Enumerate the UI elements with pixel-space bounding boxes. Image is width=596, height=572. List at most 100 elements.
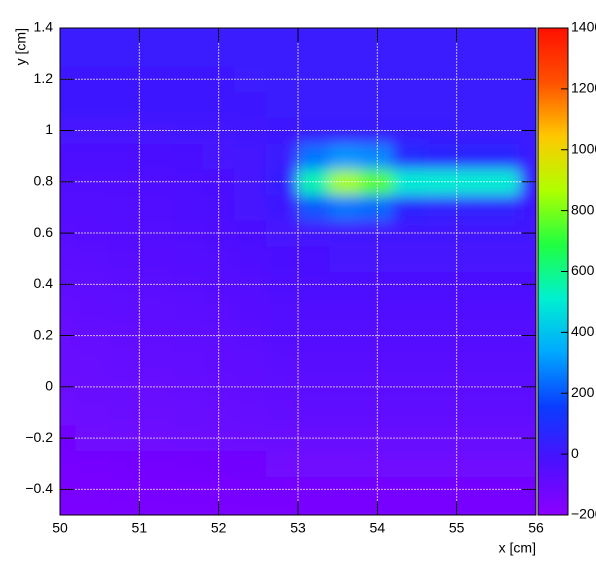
y-tick-label: 0.6: [34, 224, 54, 240]
heat-cell: [329, 399, 362, 426]
heat-cell: [392, 399, 426, 426]
heat-cell: [170, 91, 204, 119]
heat-cell: [456, 245, 489, 272]
heat-cell: [519, 347, 536, 375]
heat-cell: [487, 296, 521, 324]
heat-cell: [487, 91, 521, 119]
heat-cell: [60, 40, 77, 67]
heat-cell: [297, 91, 331, 119]
heat-cell: [265, 40, 299, 67]
heat-cell: [424, 40, 458, 67]
heat-cell: [170, 40, 204, 67]
heat-cell: [75, 28, 109, 42]
heat-cell: [487, 142, 521, 170]
heat-cell: [329, 450, 362, 478]
heat-cell: [265, 245, 299, 272]
heat-cell: [234, 347, 267, 375]
heat-cell: [60, 501, 77, 515]
y-tick-label: −0.4: [25, 480, 53, 496]
heat-cell: [265, 142, 299, 170]
heat-cell: [138, 142, 172, 170]
y-tick-label: 1.4: [34, 19, 54, 35]
heat-cell: [360, 194, 394, 221]
heat-cell: [138, 399, 172, 426]
heat-cell: [107, 347, 140, 375]
z-tick-label: 800: [571, 201, 595, 217]
heat-cell: [60, 91, 77, 119]
y-tick-label: 1.2: [34, 70, 54, 86]
heat-cell: [107, 194, 140, 221]
x-tick-label: 55: [449, 520, 465, 536]
heat-cell: [456, 399, 489, 426]
heat-cell: [60, 347, 77, 375]
heat-cell: [329, 194, 362, 221]
heat-cell: [265, 501, 299, 515]
heat-cell: [170, 399, 204, 426]
y-tick-label: 0.2: [34, 326, 54, 342]
heat-cell: [170, 194, 204, 221]
heat-cell: [392, 501, 426, 515]
heat-cell: [297, 142, 331, 170]
heat-cell: [424, 245, 458, 272]
heat-cell: [519, 399, 536, 426]
heat-cell: [202, 245, 236, 272]
heat-cell: [234, 501, 267, 515]
x-axis-title: x [cm]: [499, 540, 536, 556]
heat-cell: [424, 142, 458, 170]
heat-cell: [75, 142, 109, 170]
heat-cell: [234, 91, 267, 119]
heat-cell: [75, 40, 109, 67]
heat-cell: [75, 91, 109, 119]
x-tick-label: 51: [132, 520, 148, 536]
heat-cell: [456, 347, 489, 375]
heat-cell: [329, 91, 362, 119]
heat-cell: [265, 450, 299, 478]
heat-cell: [329, 501, 362, 515]
heat-cell: [487, 450, 521, 478]
heat-cell: [202, 194, 236, 221]
heat-cell: [456, 194, 489, 221]
heat-cell: [297, 28, 331, 42]
heat-cell: [329, 347, 362, 375]
heat-cell: [329, 245, 362, 272]
heat-cell: [138, 40, 172, 67]
heat-cell: [170, 296, 204, 324]
y-axis-title: y [cm]: [13, 28, 29, 65]
heat-cell: [424, 28, 458, 42]
heat-cell: [487, 347, 521, 375]
z-tick-label: 1200: [571, 80, 596, 96]
heat-cell: [424, 296, 458, 324]
heat-cell: [170, 347, 204, 375]
heat-cell: [456, 91, 489, 119]
heat-cell: [75, 194, 109, 221]
heat-cell: [75, 450, 109, 478]
heat-cell: [75, 245, 109, 272]
z-tick-label: 200: [571, 384, 595, 400]
heat-cell: [329, 28, 362, 42]
heat-cell: [60, 450, 77, 478]
heat-cell: [297, 296, 331, 324]
heat-cell: [138, 245, 172, 272]
heat-cell: [392, 40, 426, 67]
heat-cell: [424, 347, 458, 375]
heat-cell: [265, 296, 299, 324]
heat-cell: [170, 245, 204, 272]
heat-cell: [360, 142, 394, 170]
y-tick-label: 0.4: [34, 275, 54, 291]
heat-cell: [519, 450, 536, 478]
heat-cell: [60, 194, 77, 221]
x-tick-label: 54: [370, 520, 386, 536]
heat-cell: [424, 450, 458, 478]
heat-cell: [107, 28, 140, 42]
heat-cell: [297, 194, 331, 221]
heat-cell: [265, 194, 299, 221]
x-tick-label: 52: [211, 520, 227, 536]
heat-cell: [456, 28, 489, 42]
heat-cell: [297, 40, 331, 67]
heat-cell: [329, 296, 362, 324]
heat-cell: [392, 194, 426, 221]
heat-cell: [138, 501, 172, 515]
z-tick-label: 1400: [571, 19, 596, 35]
heat-cell: [519, 28, 536, 42]
heat-cell: [392, 142, 426, 170]
